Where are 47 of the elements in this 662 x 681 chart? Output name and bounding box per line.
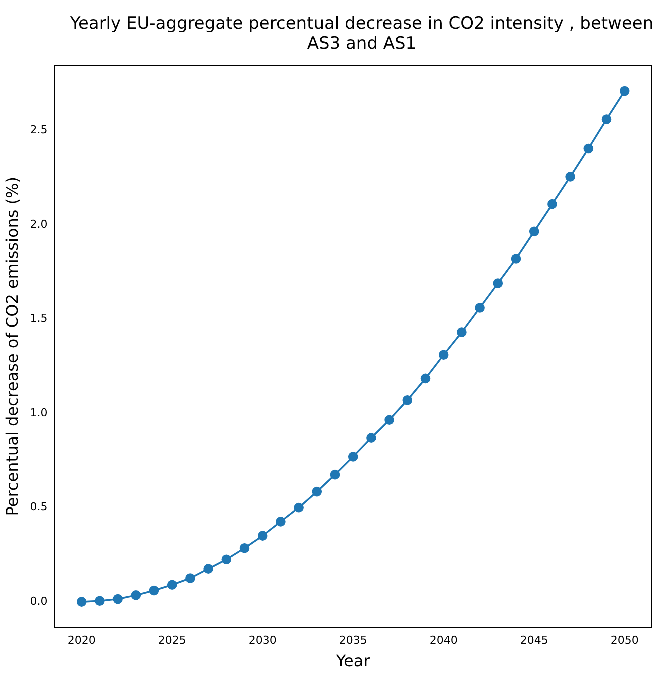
point xyxy=(294,502,304,513)
point xyxy=(384,415,394,426)
y-tick-label: 2.5 xyxy=(30,124,48,137)
point xyxy=(167,580,178,590)
point xyxy=(566,172,576,182)
point xyxy=(420,374,431,384)
point xyxy=(457,328,467,338)
point xyxy=(76,597,87,607)
point xyxy=(475,303,485,313)
point xyxy=(366,433,376,443)
y-tick-label: 1.0 xyxy=(30,406,48,420)
point xyxy=(113,594,123,604)
point xyxy=(95,596,105,606)
point xyxy=(149,586,160,596)
x-axis-title: Year xyxy=(335,652,371,671)
x-tick-label: 2020 xyxy=(68,634,96,648)
point xyxy=(131,590,142,600)
point xyxy=(511,254,522,264)
point xyxy=(584,144,594,154)
point xyxy=(493,278,504,288)
point xyxy=(276,517,286,527)
point xyxy=(186,574,196,584)
point xyxy=(602,114,612,124)
point xyxy=(240,543,250,554)
x-tick-label: 2040 xyxy=(430,634,458,648)
point xyxy=(620,86,630,96)
y-tick-label: 0.5 xyxy=(30,500,48,514)
y-tick-label: 0.0 xyxy=(30,594,48,608)
x-tick-label: 2035 xyxy=(339,634,368,648)
x-tick-label: 2025 xyxy=(158,634,186,648)
y-tick-label: 2.0 xyxy=(30,218,48,231)
point xyxy=(204,564,214,574)
point xyxy=(348,452,358,462)
x-tick-label: 2030 xyxy=(248,634,277,648)
point xyxy=(258,531,268,541)
point xyxy=(330,470,340,480)
y-tick-label: 1.5 xyxy=(30,312,48,326)
y-axis-title: Percentual decrease of CO2 emissions (%) xyxy=(2,177,22,516)
point xyxy=(548,199,558,210)
point xyxy=(438,350,449,360)
point xyxy=(529,226,540,237)
point xyxy=(312,486,322,497)
point xyxy=(222,554,232,565)
x-tick-label: 2045 xyxy=(520,634,548,648)
point xyxy=(402,395,413,406)
chart-title: Yearly EU-aggregate percentual decrease in CO2 intensity , between AS3 and AS1 xyxy=(69,13,655,56)
x-tick-label: 2050 xyxy=(610,634,639,648)
